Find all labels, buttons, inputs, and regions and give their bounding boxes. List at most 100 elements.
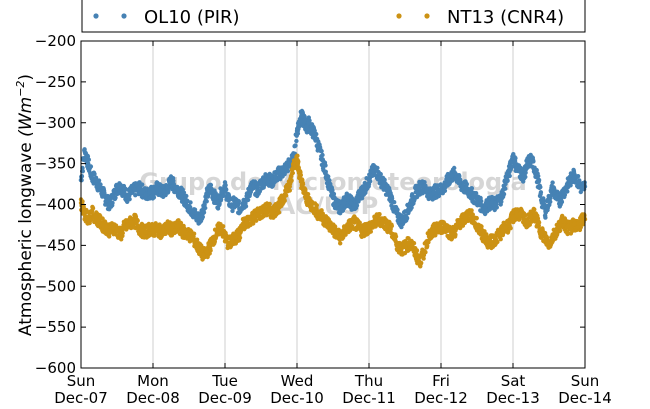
data-point	[194, 237, 200, 242]
data-point	[133, 193, 138, 198]
data-point	[464, 181, 469, 187]
x-tick-label-day: Sat	[501, 372, 526, 390]
y-tick-label: −250	[35, 73, 76, 91]
data-point	[197, 247, 202, 252]
data-point	[363, 184, 368, 189]
data-point	[539, 198, 544, 203]
data-point	[230, 239, 235, 244]
data-point	[507, 173, 512, 179]
data-point	[212, 194, 217, 199]
data-point	[456, 179, 462, 184]
data-point	[118, 184, 123, 189]
data-point	[122, 190, 127, 195]
data-point	[395, 214, 400, 219]
legend-box	[81, 0, 586, 33]
data-point	[431, 228, 436, 233]
data-point	[514, 210, 519, 215]
data-point	[143, 192, 148, 197]
data-point	[482, 206, 487, 211]
data-point	[129, 220, 134, 225]
legend-label-ol10: OL10 (PIR)	[144, 7, 240, 28]
data-point	[572, 221, 577, 227]
data-point	[452, 165, 457, 171]
data-point	[538, 184, 543, 190]
data-point	[319, 148, 324, 154]
data-point	[190, 208, 195, 214]
data-point	[194, 241, 199, 246]
data-point	[222, 186, 228, 191]
x-tick-labels: SunDec-07MonDec-08TueDec-09WedDec-10ThuD…	[54, 372, 612, 407]
data-point	[485, 202, 490, 207]
data-point	[557, 198, 562, 203]
data-point	[546, 241, 552, 246]
data-point	[304, 130, 310, 135]
data-point	[446, 177, 451, 183]
data-point	[294, 128, 300, 134]
data-point	[154, 186, 159, 191]
data-point	[421, 256, 426, 261]
data-point	[168, 226, 174, 232]
data-point	[435, 188, 440, 193]
data-point	[158, 188, 163, 193]
data-point	[538, 190, 544, 195]
data-point	[338, 235, 343, 240]
data-point	[438, 225, 444, 230]
data-point	[172, 228, 177, 233]
data-point	[82, 149, 87, 154]
data-point	[111, 225, 116, 230]
data-point	[285, 168, 291, 174]
data-point	[296, 165, 301, 171]
data-point	[86, 157, 92, 162]
data-point	[258, 210, 264, 215]
data-point	[489, 200, 494, 206]
data-point	[208, 182, 214, 188]
data-point	[471, 194, 476, 199]
data-point	[561, 218, 566, 224]
data-point	[341, 200, 346, 206]
data-point	[410, 192, 415, 197]
data-point	[489, 239, 494, 245]
data-point	[384, 187, 390, 192]
legend-marker-nt13	[396, 13, 402, 19]
data-point	[276, 203, 282, 209]
data-point	[168, 179, 174, 184]
y-axis-label-exponent: −2	[14, 81, 27, 97]
data-point	[435, 226, 440, 232]
data-point	[334, 231, 339, 237]
data-point	[176, 187, 181, 192]
data-point	[496, 198, 501, 203]
data-point	[319, 208, 324, 213]
data-point	[244, 198, 249, 203]
data-point	[122, 225, 127, 230]
data-point	[417, 259, 422, 264]
data-point	[312, 128, 317, 133]
data-point	[331, 191, 337, 197]
data-point	[449, 231, 454, 237]
data-point	[424, 187, 429, 192]
data-point	[251, 214, 256, 219]
data-point	[370, 222, 375, 228]
data-point	[276, 171, 282, 176]
data-point	[456, 220, 462, 225]
data-point	[428, 192, 433, 197]
data-point	[219, 225, 224, 230]
data-point	[473, 191, 479, 196]
data-point	[525, 220, 530, 225]
data-point	[237, 206, 242, 211]
x-tick-label-day: Wed	[281, 372, 314, 390]
data-point	[543, 208, 548, 214]
data-point	[518, 212, 523, 217]
data-point	[446, 228, 451, 233]
data-point	[352, 203, 357, 209]
data-point	[410, 198, 415, 203]
data-point	[539, 230, 544, 236]
data-point	[381, 181, 386, 187]
data-point	[248, 186, 253, 191]
data-point	[290, 170, 295, 176]
data-point	[266, 206, 271, 211]
data-point	[309, 127, 314, 132]
legend-marker-nt13	[424, 13, 430, 19]
data-point	[89, 173, 95, 179]
data-point	[523, 170, 528, 175]
